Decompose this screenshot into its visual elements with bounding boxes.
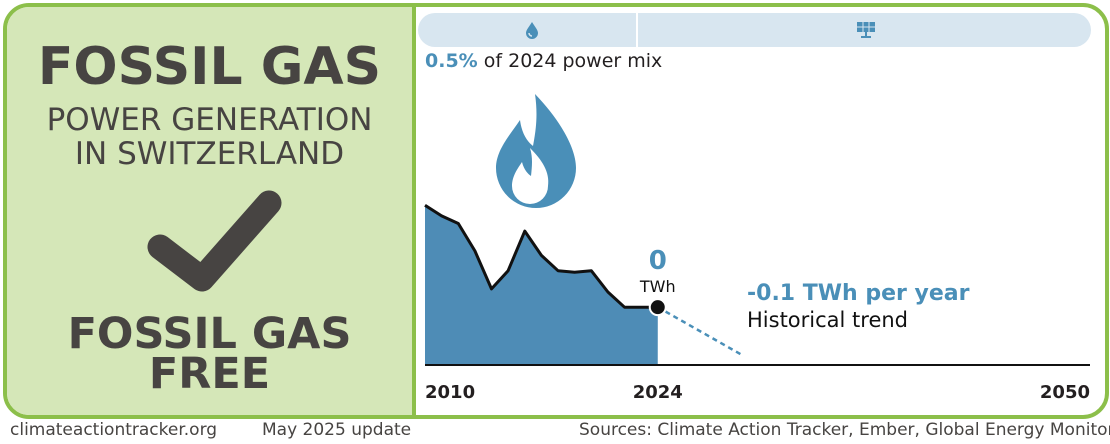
power-mix-share: 0.5% of 2024 power mix bbox=[425, 50, 662, 72]
status-line-1: FOSSIL GAS bbox=[67, 309, 352, 359]
technology-separator bbox=[636, 13, 638, 47]
current-value-label: 0 bbox=[649, 246, 667, 276]
x-tick-label: 2050 bbox=[1040, 382, 1090, 403]
x-tick-label: 2010 bbox=[425, 382, 475, 403]
footer-sources: Sources: Climate Action Tracker, Ember, … bbox=[579, 420, 1110, 440]
x-tick-label: 2024 bbox=[633, 382, 683, 403]
water-drop-icon bbox=[526, 22, 538, 39]
trend-label: -0.1 TWh per year bbox=[747, 281, 970, 306]
gas-flame-inner bbox=[512, 148, 549, 204]
checkmark-icon bbox=[147, 190, 282, 292]
solar-panel-icon bbox=[857, 22, 875, 38]
power-mix-share-value: 0.5% bbox=[425, 50, 478, 72]
current-unit-label: TWh bbox=[639, 277, 676, 296]
power-mix-share-text: of 2024 power mix bbox=[483, 50, 663, 72]
footer-site: climateactiontracker.org bbox=[10, 420, 218, 440]
current-point bbox=[648, 298, 667, 317]
subtitle-line-1: POWER GENERATION bbox=[46, 102, 373, 138]
trend-sublabel: Historical trend bbox=[747, 308, 908, 332]
generation-line bbox=[424, 203, 658, 309]
generation-area bbox=[425, 205, 658, 365]
panel-divider bbox=[412, 7, 416, 415]
trend-line bbox=[657, 306, 742, 356]
footer-update: May 2025 update bbox=[262, 420, 412, 440]
infographic-card: FOSSIL GAS POWER GENERATION IN SWITZERLA… bbox=[3, 3, 1109, 419]
technology-bar bbox=[418, 13, 1091, 47]
subtitle-line-2: IN SWITZERLAND bbox=[74, 136, 345, 172]
status-line-2: FREE bbox=[148, 349, 271, 399]
fuel-title: FOSSIL GAS bbox=[37, 37, 382, 97]
left-panel: FOSSIL GAS POWER GENERATION IN SWITZERLA… bbox=[7, 7, 412, 415]
